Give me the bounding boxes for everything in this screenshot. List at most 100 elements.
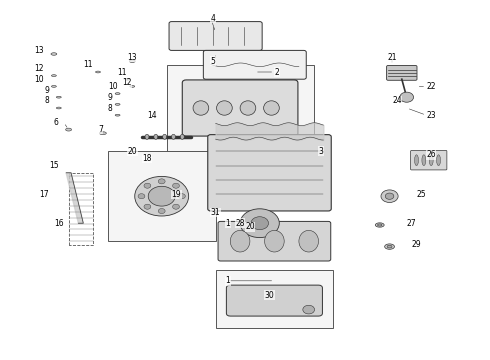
- Ellipse shape: [172, 134, 175, 139]
- Ellipse shape: [265, 230, 284, 252]
- Text: 12: 12: [122, 78, 132, 87]
- Ellipse shape: [96, 71, 100, 73]
- Ellipse shape: [51, 86, 56, 87]
- Ellipse shape: [163, 134, 167, 139]
- Text: 11: 11: [84, 60, 93, 69]
- Bar: [167, 65, 314, 151]
- FancyBboxPatch shape: [218, 221, 331, 261]
- Text: 5: 5: [211, 57, 216, 66]
- Ellipse shape: [145, 134, 149, 139]
- Text: 17: 17: [39, 190, 49, 199]
- Text: 1: 1: [225, 276, 230, 285]
- FancyBboxPatch shape: [208, 135, 331, 211]
- Text: 23: 23: [426, 111, 436, 120]
- Text: 9: 9: [108, 93, 113, 102]
- Ellipse shape: [130, 86, 135, 87]
- Ellipse shape: [381, 190, 398, 202]
- Ellipse shape: [385, 193, 394, 199]
- Ellipse shape: [56, 107, 61, 109]
- FancyBboxPatch shape: [411, 150, 447, 170]
- Text: 7: 7: [98, 125, 103, 134]
- Text: 26: 26: [426, 150, 436, 159]
- Ellipse shape: [56, 96, 61, 98]
- Ellipse shape: [415, 155, 418, 166]
- Text: 6: 6: [54, 118, 59, 127]
- FancyBboxPatch shape: [169, 22, 262, 50]
- Ellipse shape: [129, 60, 135, 63]
- Ellipse shape: [387, 245, 392, 248]
- Ellipse shape: [378, 224, 382, 226]
- Circle shape: [251, 217, 269, 230]
- Text: 30: 30: [265, 291, 274, 300]
- Text: 9: 9: [44, 86, 49, 95]
- Text: 20: 20: [127, 147, 137, 156]
- Text: 8: 8: [108, 104, 113, 113]
- Ellipse shape: [180, 134, 184, 139]
- Circle shape: [240, 209, 279, 238]
- Circle shape: [158, 179, 165, 184]
- Circle shape: [148, 186, 175, 206]
- Text: 22: 22: [426, 82, 436, 91]
- FancyBboxPatch shape: [226, 285, 322, 316]
- Ellipse shape: [115, 114, 120, 116]
- Circle shape: [178, 194, 185, 199]
- Text: 20: 20: [245, 222, 255, 231]
- Text: 4: 4: [211, 14, 216, 23]
- Text: 8: 8: [44, 96, 49, 105]
- Ellipse shape: [51, 53, 57, 55]
- Text: 24: 24: [392, 96, 402, 105]
- Ellipse shape: [193, 101, 209, 115]
- Text: 28: 28: [236, 219, 245, 228]
- Text: 12: 12: [35, 64, 44, 73]
- Ellipse shape: [264, 101, 279, 115]
- Text: 18: 18: [142, 154, 152, 163]
- Ellipse shape: [51, 75, 56, 77]
- Ellipse shape: [99, 132, 106, 135]
- FancyBboxPatch shape: [203, 50, 306, 79]
- Text: 11: 11: [118, 68, 127, 77]
- Circle shape: [172, 183, 179, 188]
- FancyBboxPatch shape: [182, 80, 298, 136]
- Circle shape: [172, 204, 179, 209]
- Ellipse shape: [115, 93, 120, 94]
- Ellipse shape: [66, 128, 72, 131]
- Text: 3: 3: [318, 147, 323, 156]
- Text: 2: 2: [274, 68, 279, 77]
- Ellipse shape: [154, 134, 158, 139]
- Text: 19: 19: [172, 190, 181, 199]
- Text: 16: 16: [54, 219, 64, 228]
- Circle shape: [144, 204, 151, 209]
- Text: 10: 10: [34, 75, 44, 84]
- Ellipse shape: [115, 104, 120, 105]
- Circle shape: [138, 194, 145, 199]
- Polygon shape: [66, 173, 83, 223]
- Text: 13: 13: [34, 46, 44, 55]
- Circle shape: [303, 305, 315, 314]
- Text: 27: 27: [407, 219, 416, 228]
- FancyBboxPatch shape: [387, 66, 417, 80]
- Ellipse shape: [422, 155, 426, 166]
- Circle shape: [158, 208, 165, 213]
- Text: 10: 10: [108, 82, 118, 91]
- Ellipse shape: [230, 230, 250, 252]
- Ellipse shape: [299, 230, 318, 252]
- Text: 31: 31: [211, 208, 220, 217]
- Ellipse shape: [429, 155, 433, 166]
- Text: 25: 25: [416, 190, 426, 199]
- Ellipse shape: [217, 101, 232, 115]
- Circle shape: [144, 183, 151, 188]
- Text: 29: 29: [412, 240, 421, 249]
- Ellipse shape: [125, 78, 130, 80]
- Text: 21: 21: [387, 53, 397, 62]
- Text: 1: 1: [225, 219, 230, 228]
- Bar: [216, 270, 333, 328]
- Ellipse shape: [385, 244, 394, 249]
- Text: 14: 14: [147, 111, 157, 120]
- Text: 15: 15: [49, 161, 59, 170]
- Ellipse shape: [437, 155, 441, 166]
- Text: 13: 13: [127, 53, 137, 62]
- Bar: [108, 151, 216, 241]
- Circle shape: [400, 92, 414, 102]
- Circle shape: [135, 176, 189, 216]
- Ellipse shape: [375, 223, 384, 227]
